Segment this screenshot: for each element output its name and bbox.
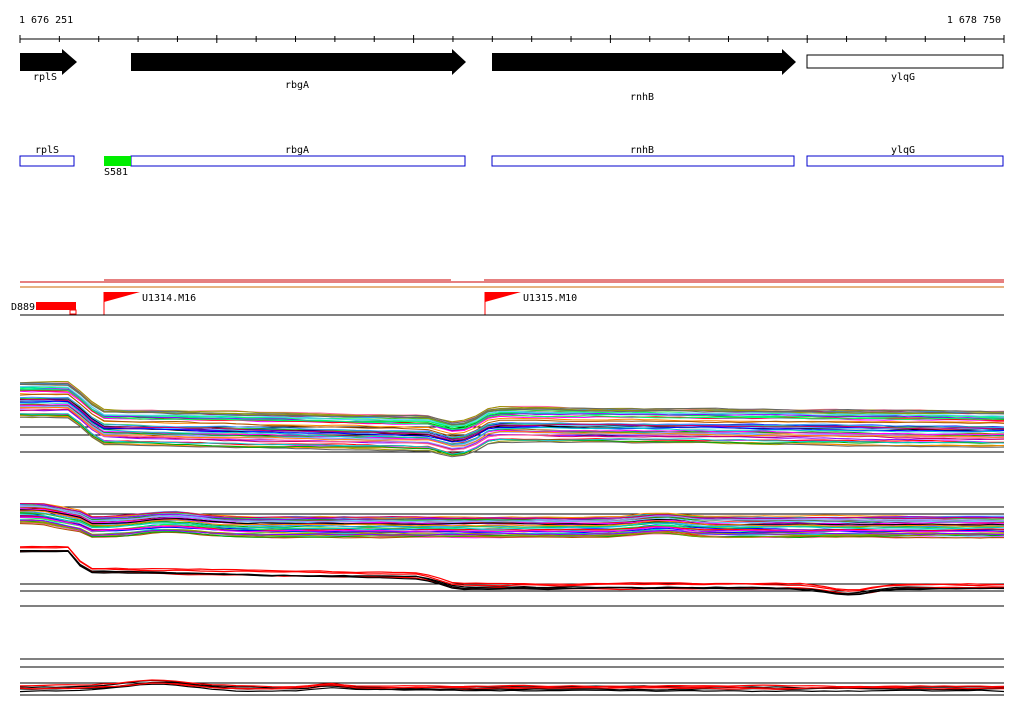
gene-label-rbgA: rbgA [285,80,309,91]
ruler-ticks [19,35,1005,43]
feature-track[interactable]: D889 U1314.M16 U1315.M10 [11,279,1004,316]
ruler-start-label: 1 676 251 [19,15,73,26]
annotation-box-rnhB[interactable] [491,155,795,167]
annotation-marker-label: S581 [104,167,128,178]
panel-1-trace [19,393,1005,437]
panel-2-trace [19,516,1005,533]
panel-1-trace [20,406,1005,447]
gene-label-rnhB: rnhB [630,92,654,103]
panel-2-trace [19,519,1005,536]
annotation-box-rplS[interactable] [19,155,75,167]
panel-1-trace [19,382,1005,424]
gene-label-ylqG: ylqG [891,72,915,83]
annotation-box-rbgA[interactable] [130,155,466,167]
panel-1-trace [19,402,1005,445]
feature-block-label: D889 [11,302,35,313]
panel-1-trace [19,396,1005,438]
flag-label-U1314: U1314.M16 [142,293,196,304]
annotation-label-rbgA: rbgA [285,145,309,156]
gene-arrow-rnhB[interactable] [492,49,796,75]
panel-2-lower-trace [19,549,1005,594]
annotation-track[interactable]: rplS rbgA rnhB ylqG S581 [19,145,1004,178]
panel-2-lower-trace [19,546,1005,592]
panel-1-trace [19,416,1005,458]
panel-3-trace [19,683,1005,693]
gene-arrow-rplS[interactable] [20,49,77,75]
coordinate-ruler: 1 676 251 1 678 750 [19,15,1005,43]
panel-1-trace [19,380,1005,423]
gene-track[interactable]: rplS rbgA rnhB ylqG [20,49,1004,103]
expression-panel-2 [19,503,1005,607]
panel-1-trace [20,388,1005,431]
expression-panel-1 [19,380,1005,458]
annotation-box-ylqG[interactable] [806,155,1004,167]
flag-label-U1315: U1315.M10 [523,293,577,304]
panel-2-trace [19,509,1005,526]
panel-1-trace [19,383,1005,426]
annotation-label-rplS: rplS [35,145,59,156]
gene-arrow-rbgA[interactable] [131,49,466,75]
panel-1-trace [19,384,1005,426]
gene-box-ylqG[interactable] [806,54,1004,69]
feature-block-tail [69,309,77,315]
panel-2-trace [19,503,1005,520]
flag-U1315-M10[interactable] [485,292,521,302]
panel-1-trace [19,389,1005,430]
panel-1-trace [19,405,1005,449]
expression-panel-3 [19,658,1005,696]
annotation-label-ylqG: ylqG [891,145,915,156]
panel-1-trace [19,398,1005,441]
ruler-end-label: 1 678 750 [947,15,1001,26]
panel-2-lower-trace [19,545,1005,591]
panel-2-trace [19,513,1005,530]
panel-2-trace [19,523,1005,539]
panel-2-trace [19,521,1005,538]
panel-1-trace [19,385,1005,427]
panel-2-trace [19,505,1004,524]
panel-3-trace [19,682,1004,690]
panel-3-trace [19,679,1005,688]
panel-1-trace [19,413,1004,455]
feature-block-D889[interactable] [36,302,76,310]
panel-2-trace [19,510,1005,527]
panel-2-lower-trace [19,550,1005,596]
annotation-label-rnhB: rnhB [630,145,654,156]
flag-U1314-M16[interactable] [104,292,140,302]
panel-1-trace [19,393,1005,435]
annotation-marker-S581[interactable] [104,156,131,166]
panel-2-lower-trace [20,549,1005,595]
gene-label-rplS: rplS [33,72,57,83]
